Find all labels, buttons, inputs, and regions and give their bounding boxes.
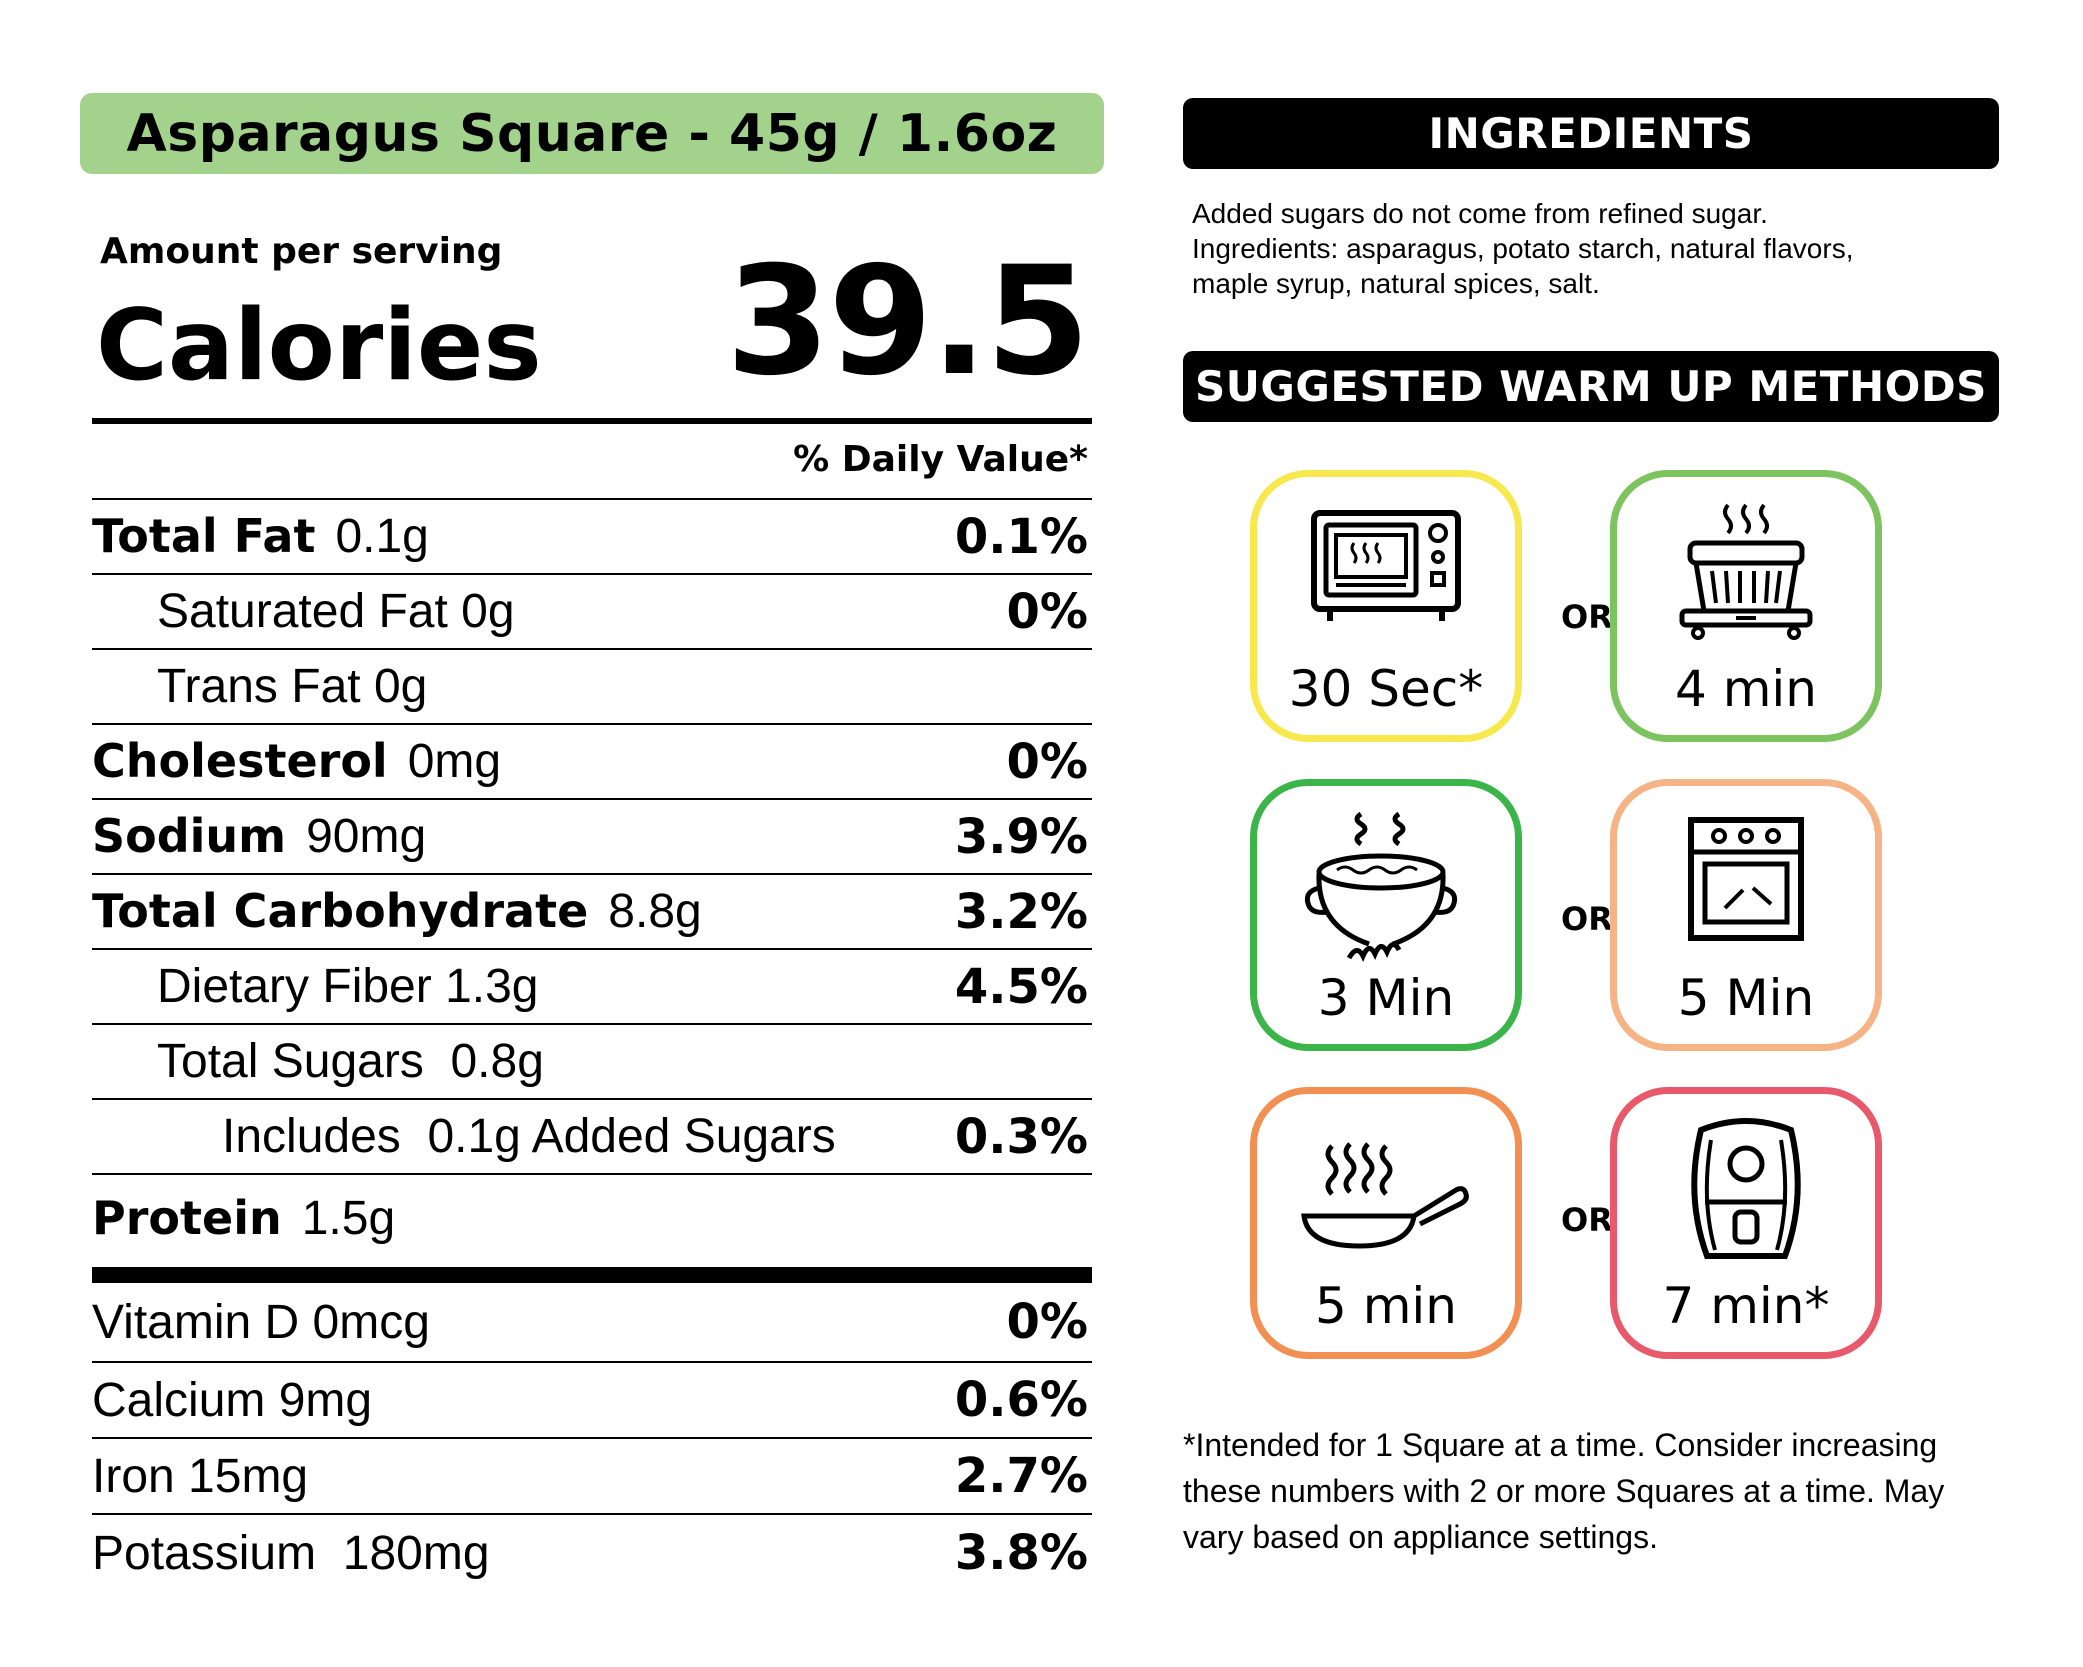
ingredients-header-label: INGREDIENTS xyxy=(1428,109,1754,158)
nutrient-daily-value: 0% xyxy=(1006,583,1089,640)
vitamin-daily-value: 2.7% xyxy=(954,1448,1088,1504)
nutrient-name: Total Carbohydrate xyxy=(92,884,589,938)
steamer-icon xyxy=(1679,503,1813,640)
nutrient-row-dietary-fiber: Dietary Fiber 1.3g 4.5% xyxy=(92,950,1092,1025)
nutrient-name: Dietary Fiber 1.3g xyxy=(157,960,539,1013)
divider xyxy=(92,418,1092,424)
method-time: 30 Sec* xyxy=(1288,660,1484,718)
calories-label: Calories xyxy=(96,289,542,403)
nutrient-daily-value: 3.2% xyxy=(954,883,1088,940)
nutrient-name: Sodium xyxy=(92,809,287,863)
nutrient-row-protein: Protein 1.5g xyxy=(92,1175,1092,1261)
nutrient-amount: 0.1g xyxy=(335,510,429,563)
amount-per-serving-label: Amount per serving xyxy=(100,231,503,272)
ingredients-line: Ingredients: asparagus, potato starch, n… xyxy=(1192,233,1854,264)
nutrient-amount: 8.8g xyxy=(608,885,702,938)
microwave-icon xyxy=(1311,510,1461,621)
boiling-pot-icon xyxy=(1304,811,1458,962)
nutrient-name: Total Fat xyxy=(92,509,316,563)
method-time: 5 min xyxy=(1315,1277,1457,1335)
nutrient-daily-value: 0% xyxy=(1006,733,1089,790)
vitamin-name: Iron 15mg xyxy=(92,1449,309,1503)
daily-value-header: % Daily Value* xyxy=(92,424,1092,500)
or-label: OR xyxy=(1561,900,1613,938)
vitamin-row-iron: Iron 15mg 2.7% xyxy=(92,1439,1092,1515)
footnote-line: vary based on appliance settings. xyxy=(1183,1519,1658,1555)
vitamin-row-potassium: Potassium 180mg 3.8% xyxy=(92,1515,1092,1591)
calories-value: 39.5 xyxy=(725,235,1090,409)
nutrient-row-total-carbohydrate: Total Carbohydrate 8.8g 3.2% xyxy=(92,875,1092,950)
nutrient-amount: 1.5g xyxy=(301,1191,396,1245)
vitamin-name: Vitamin D 0mcg xyxy=(92,1295,430,1349)
vitamin-daily-value: 3.8% xyxy=(954,1525,1088,1581)
product-title-banner: Asparagus Square - 45g / 1.6oz xyxy=(80,93,1104,174)
warm-up-header: SUGGESTED WARM UP METHODS xyxy=(1183,351,1999,422)
vitamin-daily-value: 0% xyxy=(1006,1294,1089,1350)
nutrient-row-sodium: Sodium 90mg 3.9% xyxy=(92,800,1092,875)
oven-icon xyxy=(1688,817,1804,941)
nutrient-row-total-sugars: Total Sugars 0.8g xyxy=(92,1025,1092,1100)
or-label: OR xyxy=(1561,598,1613,636)
method-card-frying-pan: 5 min xyxy=(1250,1087,1522,1359)
nutrient-name: Trans Fat 0g xyxy=(157,660,428,713)
ingredients-text: Added sugars do not come from refined su… xyxy=(1192,196,1992,301)
nutrient-daily-value: 0.3% xyxy=(954,1108,1088,1165)
nutrient-daily-value: 3.9% xyxy=(954,808,1088,865)
thick-divider xyxy=(92,1267,1092,1283)
ingredients-line: Added sugars do not come from refined su… xyxy=(1192,198,1768,229)
nutrient-row-cholesterol: Cholesterol 0mg 0% xyxy=(92,725,1092,800)
calories-row: Calories 39.5 xyxy=(92,242,1092,418)
vitamin-row-calcium: Calcium 9mg 0.6% xyxy=(92,1363,1092,1439)
nutrient-name: Cholesterol xyxy=(92,734,388,788)
nutrition-facts-panel: Amount per serving Calories 39.5 % Daily… xyxy=(92,232,1092,1591)
method-card-oven: 5 Min xyxy=(1610,779,1882,1051)
method-card-microwave: 30 Sec* xyxy=(1250,470,1522,742)
vitamin-daily-value: 0.6% xyxy=(954,1372,1088,1428)
nutrient-name: Includes 0.1g Added Sugars xyxy=(222,1110,836,1163)
method-time: 5 Min xyxy=(1677,969,1815,1027)
warm-up-footnote: *Intended for 1 Square at a time. Consid… xyxy=(1183,1422,2023,1560)
ingredients-header: INGREDIENTS xyxy=(1183,98,1999,169)
method-card-air-fryer: 7 min* xyxy=(1610,1087,1882,1359)
method-time: 7 min* xyxy=(1662,1277,1830,1335)
method-time: 4 min xyxy=(1675,660,1817,718)
nutrient-name: Saturated Fat 0g xyxy=(157,585,515,638)
product-title: Asparagus Square - 45g / 1.6oz xyxy=(126,103,1058,164)
frying-pan-icon xyxy=(1301,1142,1469,1249)
nutrient-row-added-sugars: Includes 0.1g Added Sugars 0.3% xyxy=(92,1100,1092,1175)
nutrient-daily-value: 4.5% xyxy=(954,958,1088,1015)
ingredients-line: maple syrup, natural spices, salt. xyxy=(1192,268,1600,299)
nutrient-name: Total Sugars 0.8g xyxy=(157,1035,544,1088)
nutrient-row-total-fat: Total Fat 0.1g 0.1% xyxy=(92,500,1092,575)
method-time: 3 Min xyxy=(1317,969,1455,1027)
footnote-line: *Intended for 1 Square at a time. Consid… xyxy=(1183,1427,1938,1463)
vitamin-name: Calcium 9mg xyxy=(92,1373,373,1427)
warm-up-header-label: SUGGESTED WARM UP METHODS xyxy=(1195,362,1987,411)
vitamin-name: Potassium 180mg xyxy=(92,1526,490,1580)
or-label: OR xyxy=(1561,1201,1613,1239)
nutrient-amount: 90mg xyxy=(306,810,427,863)
nutrient-row-saturated-fat: Saturated Fat 0g 0% xyxy=(92,575,1092,650)
footnote-line: these numbers with 2 or more Squares at … xyxy=(1183,1473,1945,1509)
method-card-boiling-pot: 3 Min xyxy=(1250,779,1522,1051)
nutrient-row-trans-fat: Trans Fat 0g xyxy=(92,650,1092,725)
vitamin-row-vitamin-d: Vitamin D 0mcg 0% xyxy=(92,1283,1092,1363)
nutrient-daily-value: 0.1% xyxy=(954,508,1088,565)
nutrient-name: Protein xyxy=(92,1190,282,1245)
nutrient-amount: 0mg xyxy=(407,735,502,788)
air-fryer-icon xyxy=(1691,1118,1801,1259)
method-card-steamer: 4 min xyxy=(1610,470,1882,742)
